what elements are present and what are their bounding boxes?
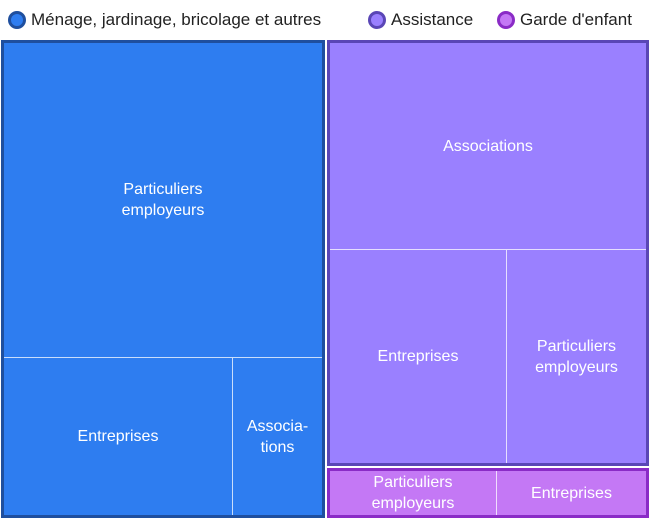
legend-item-garde[interactable]: Garde d'enfant — [497, 9, 632, 31]
legend-swatch-menage — [8, 11, 26, 29]
group-assistance: Associations Entreprises Particuliers em… — [327, 40, 649, 466]
treemap-cell[interactable]: Associations — [443, 137, 533, 155]
cell-divider — [506, 250, 507, 463]
cell-divider — [496, 471, 497, 515]
cell-divider — [232, 358, 233, 515]
treemap-cell[interactable]: Entreprises — [77, 428, 159, 445]
legend-swatch-garde — [497, 11, 515, 29]
treemap-cell[interactable]: Particuliers employeurs — [121, 181, 205, 219]
cell-divider — [4, 357, 322, 358]
legend-item-assistance[interactable]: Assistance — [368, 9, 473, 31]
legend-label: Garde d'enfant — [520, 10, 632, 29]
legend-label: Ménage, jardinage, bricolage et autres — [31, 10, 322, 29]
treemap-cell[interactable]: Associa- tions — [246, 417, 309, 456]
legend: Ménage, jardinage, bricolage et autres A… — [0, 0, 650, 40]
group-garde: Particuliers employeurs Entreprises — [327, 468, 649, 518]
legend-label: Assistance — [391, 10, 474, 29]
treemap-cell[interactable]: Particuliers employeurs — [535, 337, 618, 376]
treemap-cell[interactable]: Entreprises — [531, 484, 612, 502]
cell-divider — [330, 249, 646, 250]
group-menage: Particuliers employeurs Entreprises Asso… — [1, 40, 325, 518]
legend-swatch-assistance — [368, 11, 386, 29]
treemap-cell[interactable]: Entreprises — [377, 348, 459, 365]
treemap-cell[interactable]: Particuliers employeurs — [371, 474, 455, 512]
legend-item-menage[interactable]: Ménage, jardinage, bricolage et autres — [8, 9, 321, 31]
